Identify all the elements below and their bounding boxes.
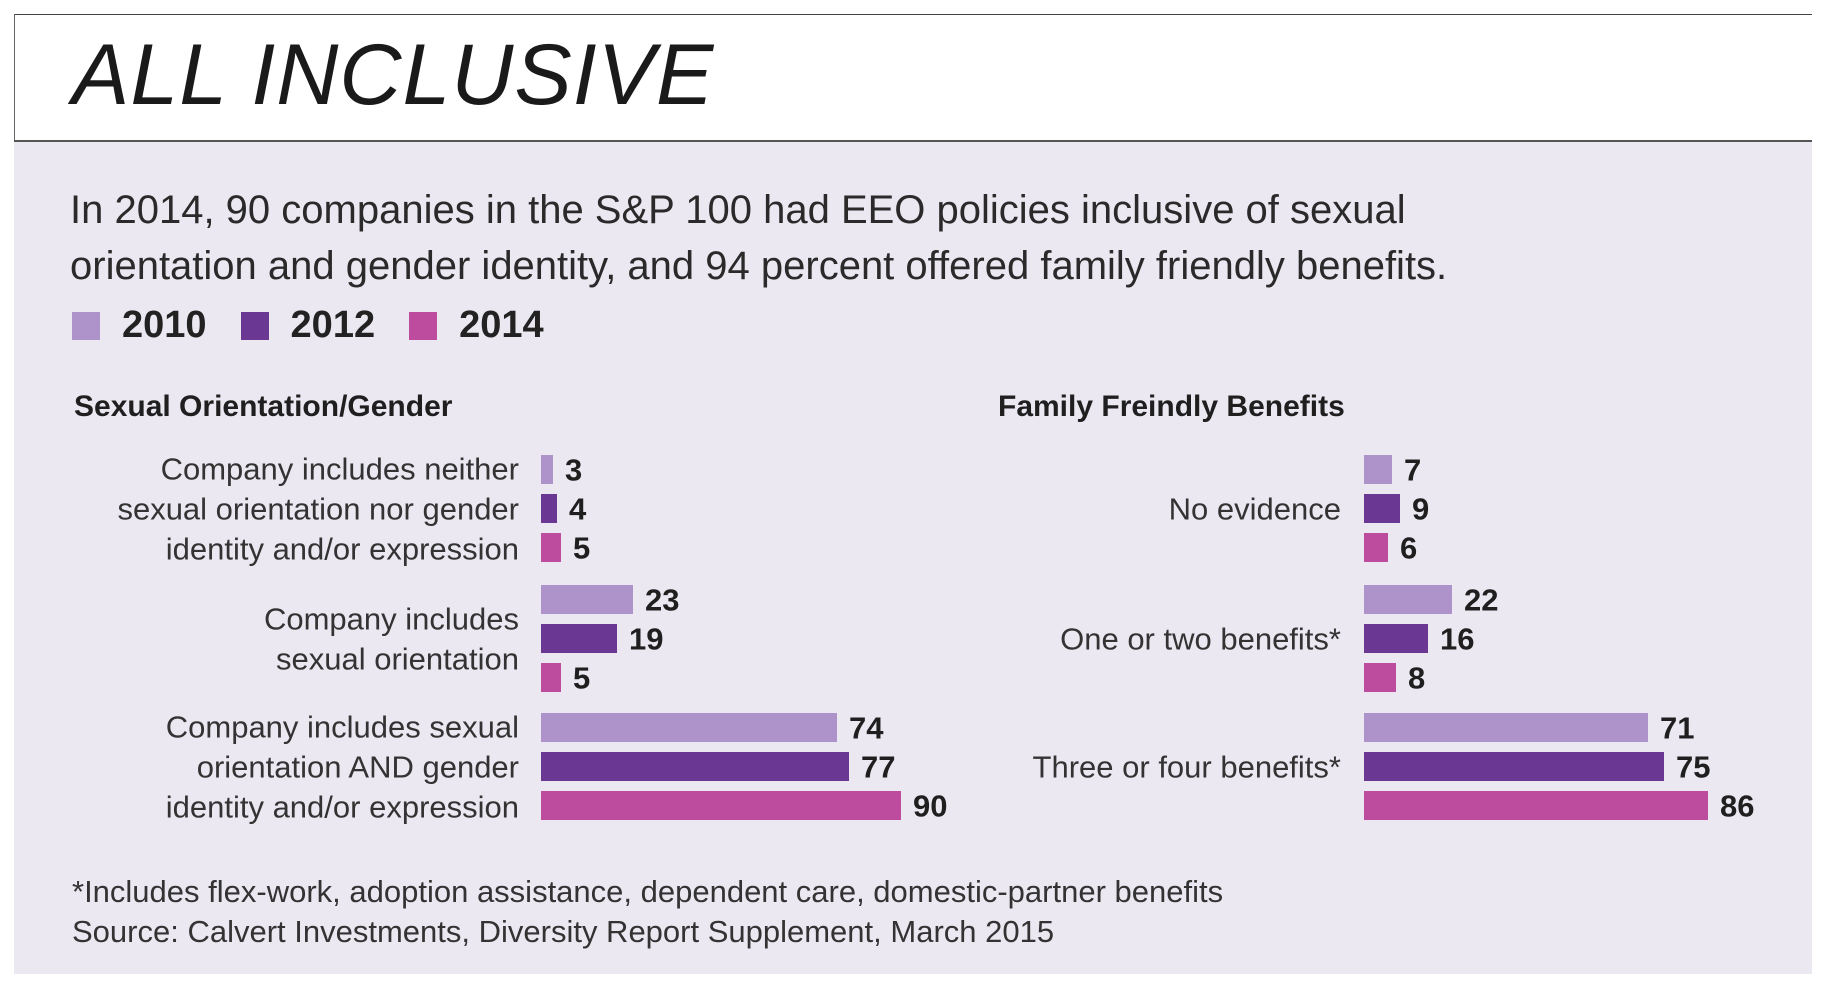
category-label: sexual orientation nor gender [117,492,519,527]
bar-2010 [541,713,837,742]
bar-2010 [1364,585,1452,614]
data-label: 4 [569,492,587,527]
legend-item-2014: 2014 [409,304,544,347]
data-label: 77 [861,750,895,785]
footnote-text: *Includes flex-work, adoption assistance… [72,874,1224,909]
legend-label-2014: 2014 [459,304,544,346]
data-label: 23 [645,583,679,618]
bar-2012 [1364,624,1428,653]
category-label: Company includes sexual [166,710,519,745]
data-label: 6 [1400,531,1417,566]
legend: 2010 2012 2014 [72,304,578,347]
bar-2012 [541,752,849,781]
category-label: sexual orientation [276,642,519,677]
category-label: Company includes [264,602,519,637]
legend-label-2010: 2010 [122,304,207,346]
bar-2014 [1364,791,1708,820]
source-text: Source: Calvert Investments, Diversity R… [72,914,1055,949]
data-label: 75 [1676,750,1710,785]
legend-label-2012: 2012 [290,304,376,346]
chart-1: Sexual Orientation/Gender Company include… [74,390,947,825]
category-label: No evidence [1169,492,1341,527]
legend-swatch-2012 [240,311,269,340]
bar-2014 [1364,663,1396,692]
data-label: 3 [565,453,582,488]
chart-panel [14,140,1812,974]
bar-2010 [541,585,633,614]
bar-2014 [541,791,901,820]
data-label: 22 [1464,583,1498,618]
chart-title: ALL INCLUSIVE [72,27,715,123]
data-label: 8 [1408,661,1425,696]
bar-2012 [1364,494,1400,523]
data-label: 7 [1404,453,1421,488]
category-label: Company includes neither [161,452,519,487]
data-label: 5 [573,531,590,566]
bar-2012 [541,624,617,653]
chart-subtitle: In 2014, 90 companies in the S&P 100 had… [70,182,1770,294]
data-label: 5 [573,661,590,696]
data-label: 86 [1720,789,1754,824]
panel-title: Sexual Orientation/Gender [74,390,453,423]
legend-item-2012: 2012 [240,304,376,347]
bar-2010 [1364,455,1392,484]
data-label: 9 [1412,492,1429,527]
bar-2010 [1364,713,1648,742]
subtitle-line-1: In 2014, 90 companies in the S&P 100 had… [70,188,1406,232]
footnotes: *Includes flex-work, adoption assistance… [72,872,1223,952]
panel-title: Family Freindly Benefits [998,390,1345,423]
category-label: orientation AND gender [197,750,519,785]
legend-swatch-2014 [409,311,438,340]
data-label: 16 [1440,622,1474,657]
data-label: 90 [913,789,947,824]
bar-2012 [541,494,557,523]
legend-item-2010: 2010 [72,304,207,347]
bar-2014 [1364,533,1388,562]
bar-2014 [541,533,561,562]
category-label: One or two benefits* [1060,622,1341,657]
data-label: 19 [629,622,663,657]
bar-2014 [541,663,561,692]
data-label: 71 [1660,711,1694,746]
subtitle-line-2: orientation and gender identity, and 94 … [70,244,1448,288]
bar-2010 [541,455,553,484]
bar-2012 [1364,752,1664,781]
category-label: identity and/or expression [166,790,519,825]
legend-swatch-2010 [72,311,100,340]
category-label: identity and/or expression [166,532,519,567]
chart-2: Family Freindly Benefits No evidence 7 9 6 On… [998,390,1754,824]
data-label: 74 [849,711,884,746]
category-label: Three or four benefits* [1033,750,1341,785]
